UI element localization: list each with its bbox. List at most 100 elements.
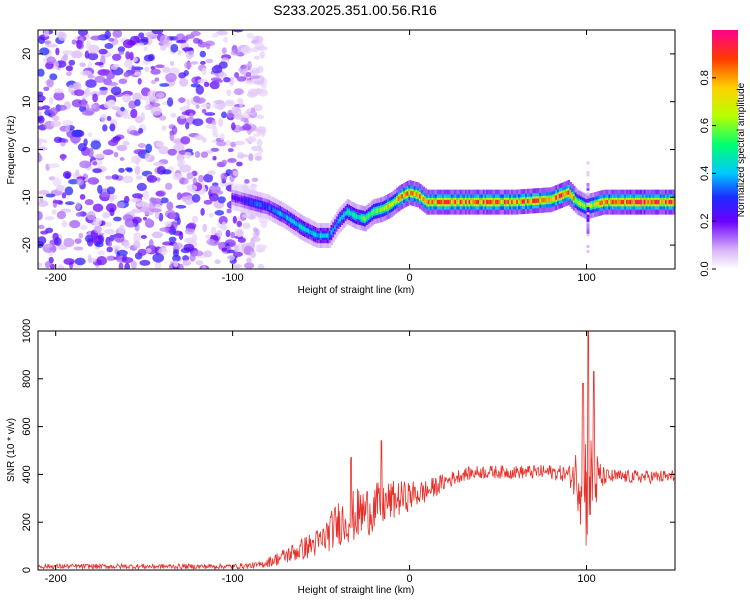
ridge-cell: [300, 225, 303, 230]
ridge-cell: [452, 199, 456, 205]
noise-blob: [212, 103, 221, 109]
noise-blob: [201, 67, 207, 76]
noise-blob: [40, 230, 49, 235]
ridge-cell: [440, 199, 443, 205]
y-tick-label: 0: [21, 567, 33, 573]
spectrogram-xlabel: Height of straight line (km): [298, 285, 415, 296]
noise-blob: [75, 169, 80, 177]
snr-peak-point: [582, 383, 584, 385]
noise-blob: [255, 45, 268, 51]
noise-blob: [130, 260, 137, 269]
noise-blob: [138, 127, 144, 134]
noise-blob: [221, 247, 228, 252]
ridge-cell: [665, 199, 668, 205]
streak-cell: [586, 211, 590, 215]
noise-blob: [38, 36, 46, 44]
noise-blob: [260, 220, 268, 228]
ridge-cell: [385, 205, 388, 210]
noise-blob: [143, 216, 147, 221]
ridge-cell: [553, 196, 557, 201]
noise-blob: [80, 98, 87, 108]
noise-blob: [55, 47, 60, 56]
noise-blob: [51, 115, 61, 121]
noise-blob: [153, 161, 165, 167]
noise-blob: [44, 261, 51, 269]
noise-blob: [143, 54, 154, 62]
ridge-cell: [595, 201, 599, 207]
streak-cell: [586, 209, 590, 213]
ridge-cell: [447, 199, 450, 205]
noise-blob: [165, 182, 173, 190]
noise-blob: [75, 202, 81, 210]
ridge-cell: [491, 199, 495, 205]
ridge-cell: [256, 201, 259, 207]
noise-blob: [168, 212, 177, 220]
ridge-cell: [475, 199, 479, 205]
ridge-cell: [668, 199, 672, 205]
noise-blob: [253, 104, 263, 112]
noise-blob: [128, 100, 137, 109]
noise-blob: [80, 70, 92, 76]
noise-blob: [149, 197, 157, 203]
noise-blob: [180, 136, 191, 145]
ridge-cell: [496, 199, 500, 205]
noise-blob: [198, 174, 204, 183]
noise-blob: [90, 140, 102, 150]
noise-blob: [221, 47, 227, 54]
ridge-cell: [383, 206, 387, 211]
noise-blob: [168, 81, 175, 86]
noise-blob: [38, 152, 42, 162]
ridge-cell: [597, 201, 601, 206]
noise-blob: [112, 53, 122, 61]
noise-blob: [202, 223, 208, 233]
noise-blob: [185, 122, 190, 130]
noise-blob: [49, 263, 56, 269]
noise-blob: [224, 140, 232, 146]
noise-blob: [106, 203, 117, 213]
noise-blob: [84, 234, 94, 243]
noise-blob: [92, 93, 98, 103]
ridge-cell: [509, 199, 512, 205]
ridge-cell: [273, 208, 277, 213]
noise-blob: [44, 40, 52, 45]
ridge-cell: [357, 214, 360, 219]
ridge-cell: [576, 199, 580, 205]
noise-blob: [211, 119, 217, 126]
noise-blob: [71, 99, 83, 108]
ridge-cell: [339, 217, 342, 222]
streak-cell: [586, 249, 590, 253]
noise-blob: [134, 165, 141, 175]
noise-blob: [137, 248, 147, 256]
noise-blob: [169, 131, 175, 142]
noise-blob: [206, 238, 216, 245]
ridge-cell: [325, 233, 328, 238]
noise-blob: [61, 220, 68, 228]
noise-blob: [227, 158, 237, 163]
noise-blob: [173, 143, 185, 153]
noise-blob: [237, 237, 246, 243]
y-tick-label: -20: [21, 237, 33, 253]
noise-blob: [75, 212, 83, 217]
ridge-cell: [378, 208, 381, 213]
noise-blob: [233, 113, 244, 120]
ridge-cell: [360, 215, 364, 220]
noise-blob: [48, 256, 54, 264]
ridge-cell: [298, 223, 302, 229]
noise-blob: [210, 226, 217, 236]
ridge-cell: [263, 203, 266, 209]
ridge-cell: [369, 212, 373, 217]
noise-blob: [212, 155, 217, 161]
noise-blob: [256, 126, 267, 135]
ridge-cell: [629, 199, 633, 205]
noise-blob: [38, 115, 45, 124]
ridge-cell: [482, 199, 486, 205]
ridge-cell: [549, 197, 553, 202]
snr-frame: [37, 330, 676, 571]
snr-peak-point: [350, 457, 352, 459]
noise-blob: [135, 175, 143, 180]
noise-blob: [201, 266, 207, 269]
noise-blob: [133, 71, 142, 76]
noise-blob: [46, 56, 56, 65]
noise-blob: [230, 49, 241, 56]
